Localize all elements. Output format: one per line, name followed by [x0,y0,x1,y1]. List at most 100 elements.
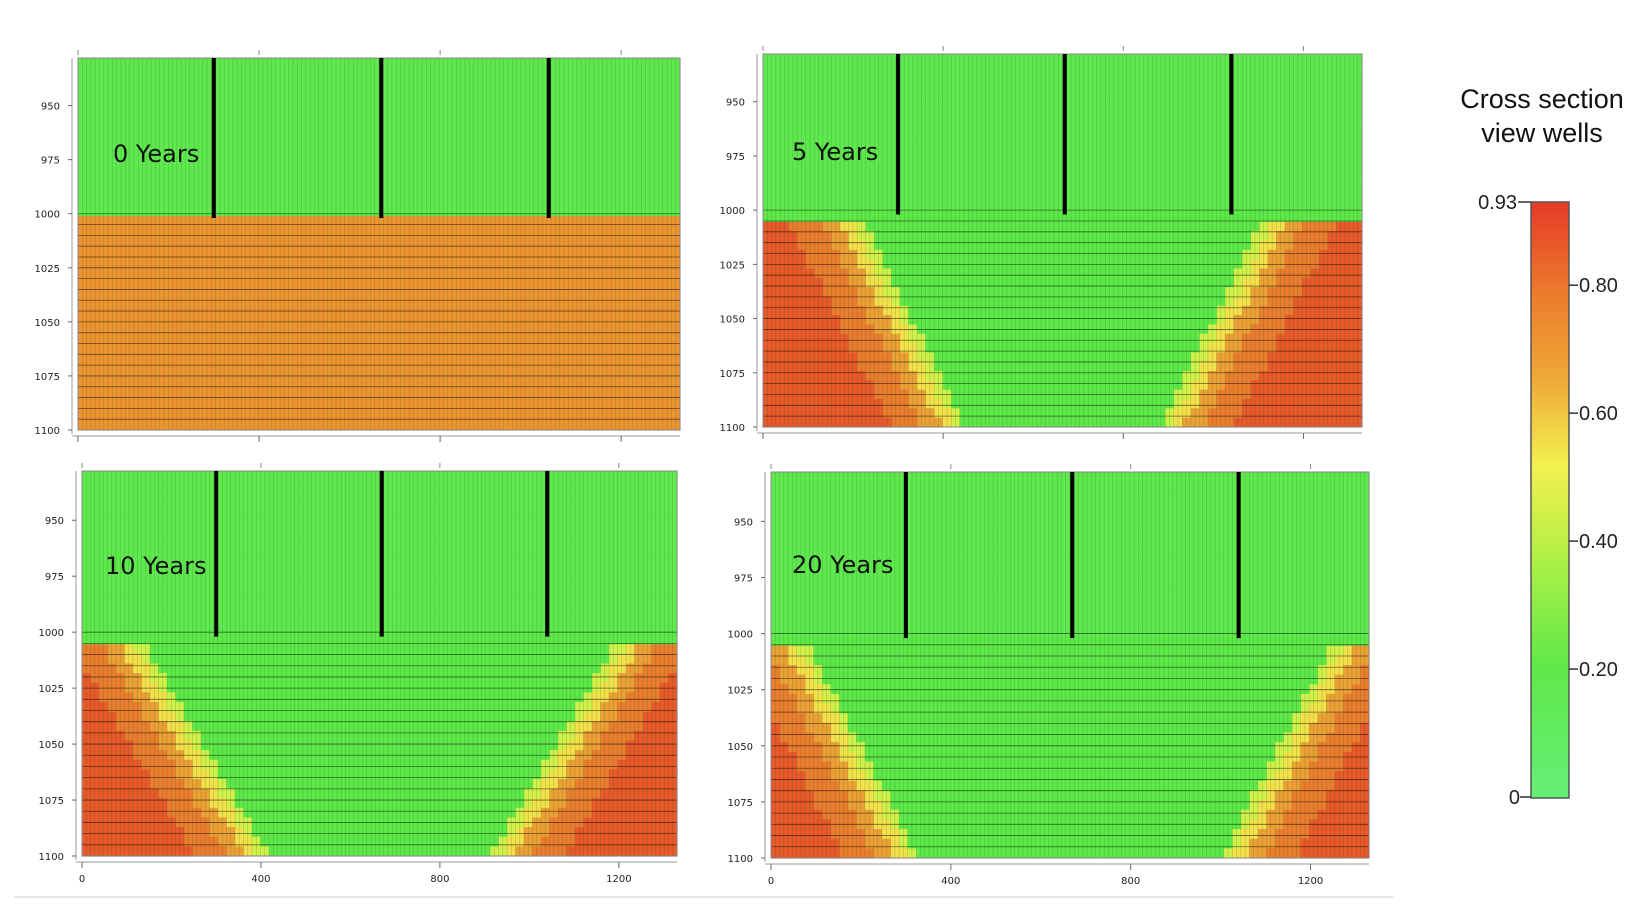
grid-cell [525,383,535,394]
grid-cell [525,95,535,106]
grid-cell [1122,231,1132,242]
grid-cell [232,197,242,208]
grid-cell [258,411,268,422]
grid-cell [576,169,586,180]
grid-cell [822,184,833,195]
grid-cell [917,399,927,409]
grid-cell [241,281,251,292]
grid-cell [848,268,858,279]
grid-cell [284,67,294,78]
grid-cell [293,123,303,133]
grid-cell [258,76,268,87]
grid-cell [831,231,841,242]
grid-cell [198,364,208,375]
grid-cell [1062,221,1072,232]
grid-cell [224,253,234,264]
grid-cell [172,364,182,375]
grid-cell [951,193,961,204]
grid-cell [525,58,535,68]
grid-cell [925,63,935,74]
grid-cell [430,299,440,310]
grid-cell [232,364,242,375]
grid-cell [112,113,122,124]
grid-cell [86,281,96,292]
grid-cell [129,197,139,208]
grid-cell [568,123,578,133]
grid-cell [1105,296,1115,307]
grid-cell [129,253,139,264]
grid-cell [353,355,363,366]
grid-cell [533,337,543,347]
grid-cell [327,206,337,217]
grid-cell [1105,54,1115,64]
grid-cell [336,160,346,171]
grid-cell [215,76,225,87]
grid-cell [1002,81,1012,92]
grid-cell [189,178,199,189]
grid-cell [805,109,815,120]
grid-cell [422,188,432,199]
grid-cell [822,193,833,204]
grid-cell [942,128,952,139]
grid-cell [1122,352,1132,363]
grid-cell [86,374,96,385]
grid-cell [1071,380,1081,391]
grid-cell [473,309,483,319]
grid-cell [404,281,414,292]
grid-cell [1011,203,1021,214]
grid-cell [301,420,311,431]
grid-cell [344,197,354,208]
grid-cell [822,119,833,130]
grid-cell [241,337,251,347]
grid-cell [138,346,148,357]
grid-cell [121,225,131,236]
grid-cell [1182,100,1192,111]
grid-cell [576,318,586,329]
grid-cell [379,58,389,68]
grid-cell [370,123,380,133]
grid-cell [619,169,629,180]
grid-cell [882,72,892,83]
grid-cell [1071,203,1081,214]
grid-cell [310,309,320,319]
grid-cell [857,417,867,428]
grid-cell [164,76,174,87]
grid-cell [293,420,303,431]
grid-cell [822,380,833,391]
grid-cell [1122,193,1132,204]
grid-cell [370,160,380,171]
grid-cell [318,364,328,375]
grid-cell [619,346,629,357]
grid-cell [172,67,182,78]
grid-cell [138,123,148,133]
grid-cell [172,178,182,189]
grid-cell [86,337,96,347]
grid-cell [1071,193,1081,204]
grid-cell [1096,63,1106,74]
grid-cell [275,290,285,301]
grid-cell [155,178,165,189]
grid-cell [121,383,131,394]
grid-cell [112,85,122,96]
grid-cell [95,178,105,189]
grid-cell [848,361,858,372]
grid-cell [232,244,242,254]
grid-cell [267,244,277,254]
grid-cell [232,160,242,171]
y-tick-label: 975 [41,156,60,167]
grid-cell [925,156,935,167]
grid-cell [181,271,191,282]
grid-cell [568,85,578,96]
grid-cell [1156,63,1166,74]
grid-cell [146,402,156,412]
grid-cell [189,104,199,115]
grid-cell [284,402,294,412]
grid-cell [654,225,664,236]
grid-cell [250,113,260,124]
grid-cell [1088,193,1098,204]
grid-cell [763,203,773,214]
grid-cell [181,104,191,115]
grid-cell [1096,81,1106,92]
grid-cell [1130,175,1141,186]
grid-cell [138,132,148,143]
